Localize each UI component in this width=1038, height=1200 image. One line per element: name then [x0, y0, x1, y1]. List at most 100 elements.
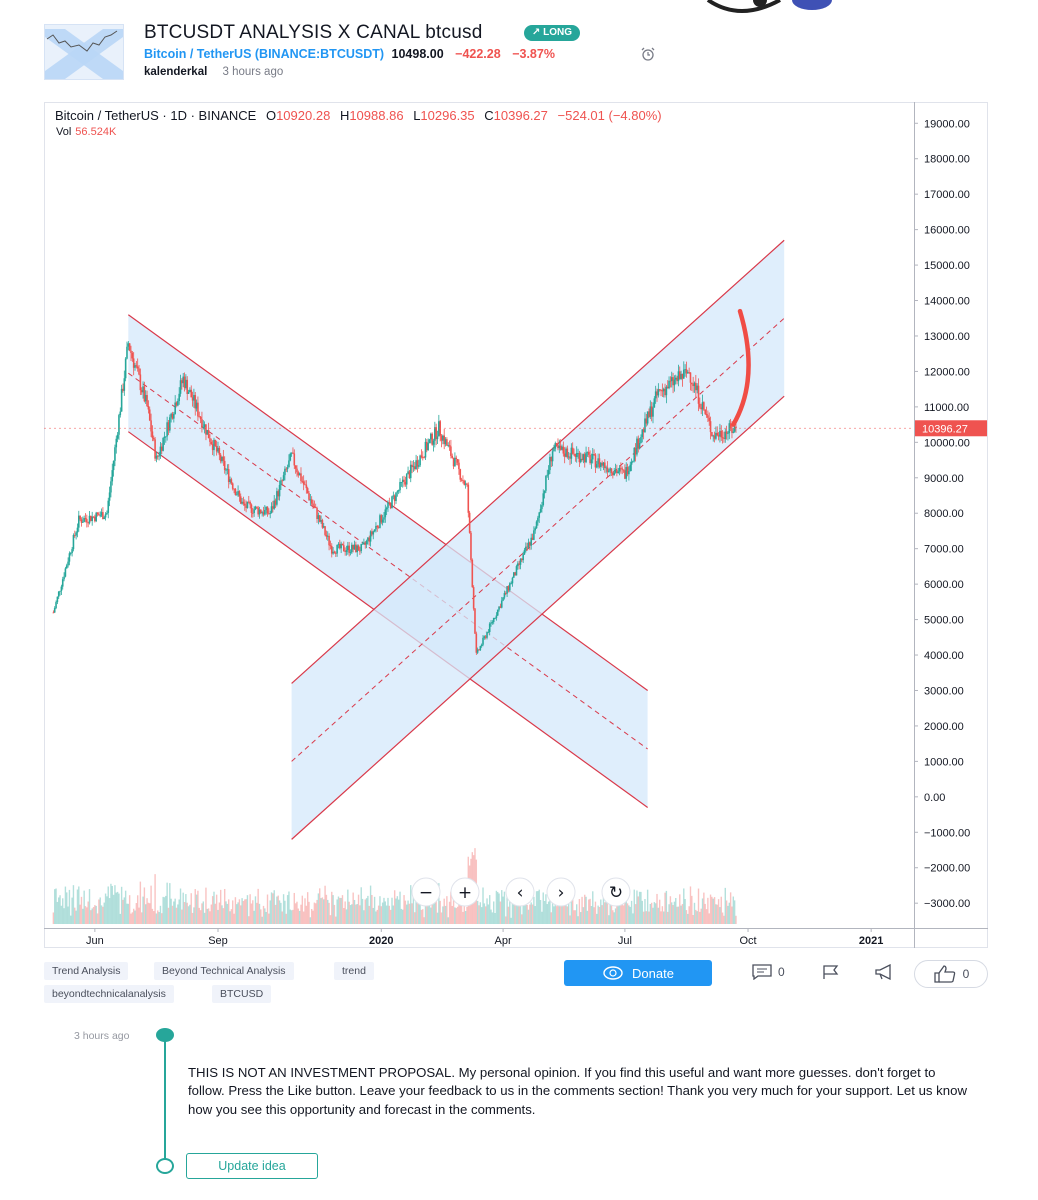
candle-body: [309, 499, 312, 501]
candle-body: [553, 448, 555, 452]
candle-body: [403, 479, 405, 482]
volume-bar: [542, 892, 544, 924]
candle-body: [351, 544, 353, 553]
volume-bar: [281, 911, 283, 924]
candle-body: [597, 458, 599, 465]
alarm-clock-icon[interactable]: [640, 46, 656, 62]
volume-bar: [588, 899, 590, 924]
candle-body: [178, 393, 180, 402]
volume-bar: [70, 915, 72, 924]
volume-bar: [687, 913, 689, 924]
candle-body: [177, 401, 179, 406]
candle-body: [294, 465, 297, 469]
candle-body: [292, 452, 294, 454]
volume-bar: [252, 900, 254, 924]
volume-legend: Vol 56.524K: [56, 126, 117, 138]
candle-body: [120, 388, 123, 412]
volume-bar: [446, 896, 448, 924]
candle-body: [162, 437, 164, 451]
candle-body: [487, 631, 490, 633]
volume-bar: [450, 891, 452, 924]
candle-body: [527, 542, 530, 548]
volume-bar: [132, 908, 135, 924]
candle-body: [400, 482, 403, 483]
like-button[interactable]: 0: [914, 960, 988, 988]
author-name[interactable]: kalenderkal: [144, 66, 208, 78]
candle-body: [305, 484, 308, 489]
candle-body: [140, 390, 143, 393]
volume-bar: [533, 896, 535, 924]
candle-body: [444, 439, 447, 445]
scroll-left-button[interactable]: ‹: [505, 877, 535, 907]
candle-body: [84, 518, 87, 520]
flag-icon[interactable]: [822, 964, 840, 980]
volume-bar: [543, 900, 546, 924]
zoom-out-button[interactable]: −: [411, 877, 441, 907]
volume-bars: [52, 848, 737, 924]
candle-body: [171, 413, 174, 419]
candle-body: [638, 443, 641, 449]
volume-bar: [174, 898, 176, 924]
candle-body: [733, 426, 736, 432]
candle-body: [341, 543, 344, 546]
volume-bar: [376, 909, 378, 924]
candle-body: [652, 407, 654, 417]
tag-beyondtechnicalanalysis[interactable]: beyondtechnicalanalysis: [44, 985, 174, 1003]
volume-bar: [233, 913, 235, 924]
candle-body: [654, 391, 657, 399]
reset-view-button[interactable]: ↻: [601, 877, 631, 907]
candle-body: [64, 568, 67, 577]
volume-bar: [439, 900, 441, 924]
volume-bar: [546, 904, 548, 924]
candle-body: [383, 517, 385, 520]
high-value: 10988.86: [349, 108, 404, 123]
candle-body: [205, 424, 207, 435]
donate-button[interactable]: Donate: [564, 960, 712, 986]
tag-trend-analysis[interactable]: Trend Analysis: [44, 962, 129, 980]
candle-body: [530, 537, 532, 546]
comments-button[interactable]: 0: [752, 964, 785, 980]
marker-drawings: [731, 308, 751, 427]
tag-btcusd[interactable]: BTCUSD: [212, 985, 272, 1003]
y-tick-label: 10000.00: [924, 437, 970, 449]
candle-body: [249, 502, 251, 505]
volume-bar: [94, 905, 96, 924]
volume-bar: [605, 902, 607, 924]
volume-bar: [537, 891, 539, 924]
volume-bar: [84, 906, 87, 924]
volume-bar: [329, 915, 332, 924]
candle-body: [657, 389, 660, 396]
volume-bar: [264, 908, 266, 924]
volume-bar: [562, 892, 565, 924]
candle-body: [558, 445, 561, 449]
scroll-right-button[interactable]: ›: [546, 877, 576, 907]
candle-body: [678, 371, 681, 379]
candle-body: [731, 428, 733, 433]
volume-bar: [545, 894, 547, 924]
volume-bar: [187, 906, 190, 924]
volume-bar: [308, 901, 310, 924]
zoom-in-button[interactable]: +: [450, 877, 480, 907]
update-idea-button[interactable]: Update idea: [186, 1153, 318, 1179]
tag-beyond-technical-analysis[interactable]: Beyond Technical Analysis: [154, 962, 294, 980]
idea-thumbnail[interactable]: [44, 24, 124, 80]
price-chart[interactable]: 19000.00 18000.00 17000.00 16000.00 15000.00…: [44, 102, 988, 948]
megaphone-icon[interactable]: [874, 964, 896, 980]
candle-body: [384, 509, 387, 518]
candle-body: [634, 447, 637, 455]
volume-bar: [624, 896, 626, 924]
y-tick-label: 13000.00: [924, 331, 970, 343]
volume-bar: [668, 904, 670, 924]
symbol-link[interactable]: Bitcoin / TetherUS (BINANCE:BTCUSDT): [144, 47, 385, 61]
volume-bar: [114, 885, 116, 924]
tag-trend[interactable]: trend: [334, 962, 374, 980]
candle-body: [94, 516, 96, 522]
volume-bar: [705, 909, 708, 924]
candle-body: [673, 379, 676, 386]
scroll-right-button-icon: ›: [558, 883, 565, 903]
volume-bar: [709, 894, 712, 924]
volume-bar: [387, 897, 389, 924]
volume-bar: [379, 896, 381, 924]
candle-body: [396, 491, 399, 493]
candle-body: [59, 590, 61, 592]
